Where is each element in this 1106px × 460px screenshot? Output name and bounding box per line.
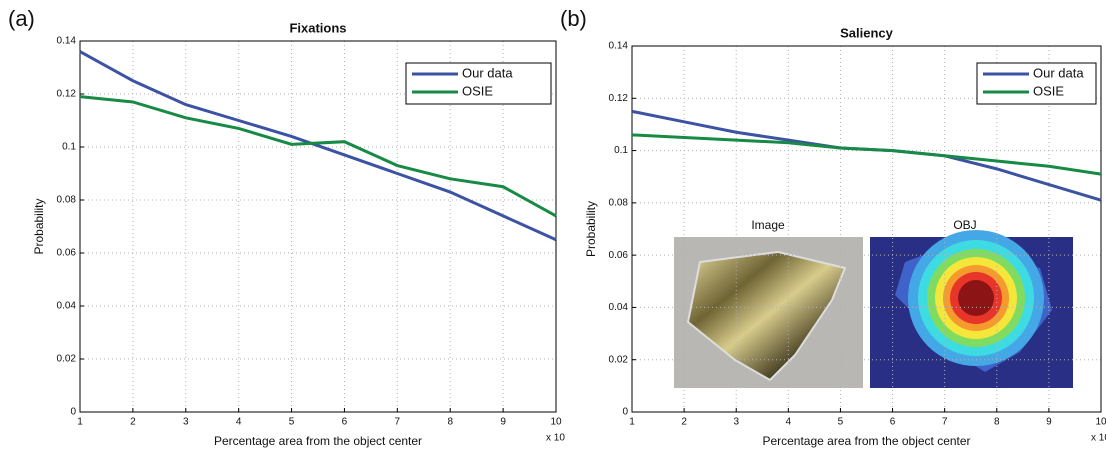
x-tick-label: 8 xyxy=(994,417,1000,428)
x-tick-label: 1 xyxy=(629,417,635,428)
x-tick-label: 5 xyxy=(289,417,295,428)
axes-frame xyxy=(631,45,1102,413)
legend: Our data OSIE xyxy=(976,62,1097,105)
y-tick-label: 0.06 xyxy=(609,250,629,261)
y-tick-label: 0.14 xyxy=(57,36,77,47)
x-tick-label: 5 xyxy=(838,417,844,428)
x-tick-label: 2 xyxy=(681,417,687,428)
y-axis-label: Probability xyxy=(32,198,46,254)
x-axis-label: Percentage area from the object center xyxy=(214,434,422,448)
inset-image xyxy=(674,237,863,388)
y-axis-label: Probability xyxy=(584,201,598,257)
x-tick-label: 3 xyxy=(733,417,739,428)
y-tick-label: 0.02 xyxy=(609,354,629,365)
x-tick-label: 3 xyxy=(183,417,189,428)
y-tick-label: 0.1 xyxy=(62,142,76,153)
x-axis-label: Percentage area from the object center xyxy=(762,434,970,448)
x-tick-label: 6 xyxy=(342,417,348,428)
subplot: (a) Fixations 0 0.02 0.04 0.06 0.08 0.1 0.12 0.14… xyxy=(8,6,565,448)
y-tick-label: 0.12 xyxy=(57,89,77,100)
x-multiplier: x 10 xyxy=(546,433,565,444)
legend: Our data OSIE xyxy=(405,62,552,105)
y-tick-label: 0.12 xyxy=(609,93,629,104)
x-tick-label: 7 xyxy=(395,417,401,428)
chart-title: Fixations xyxy=(289,20,346,35)
x-multiplier: x 10 xyxy=(1091,433,1106,444)
line-series xyxy=(79,95,557,218)
y-tick-label: 0 xyxy=(70,407,76,418)
x-tick-label: 1 xyxy=(77,417,83,428)
y-tick-label: 0 xyxy=(622,407,628,418)
x-tick-label: 9 xyxy=(500,417,506,428)
y-tick-label: 0.14 xyxy=(609,41,629,52)
panel-label: (b) xyxy=(560,6,587,31)
x-tick-label: 10 xyxy=(1095,417,1106,428)
line-series xyxy=(631,133,1102,176)
x-tick-label: 2 xyxy=(130,417,136,428)
inset-obj xyxy=(870,230,1073,388)
x-tick-label: 6 xyxy=(890,417,896,428)
legend-label: Our data xyxy=(1033,65,1084,80)
legend-label: OSIE xyxy=(462,83,493,98)
subplot: (b) Saliency 0 0.02 0.04 0.06 0.08 0.1 0.12 0.14 1… xyxy=(560,6,1106,448)
y-tick-label: 0.08 xyxy=(609,197,629,208)
y-tick-label: 0.1 xyxy=(614,145,628,156)
y-tick-label: 0.04 xyxy=(609,302,629,313)
y-tick-label: 0.06 xyxy=(57,248,77,259)
y-tick-label: 0.02 xyxy=(57,354,77,365)
legend-box xyxy=(976,62,1097,105)
chart-title: Saliency xyxy=(840,25,894,40)
x-tick-label: 10 xyxy=(550,417,562,428)
legend-label: Our data xyxy=(462,65,513,80)
axes-frame xyxy=(79,40,557,413)
y-tick-label: 0.04 xyxy=(57,301,77,312)
line-series xyxy=(79,50,557,242)
x-tick-label: 9 xyxy=(1046,417,1052,428)
x-tick-label: 7 xyxy=(942,417,948,428)
x-tick-label: 8 xyxy=(447,417,453,428)
inset-label: Image xyxy=(751,218,785,232)
x-tick-label: 4 xyxy=(786,417,792,428)
x-tick-label: 4 xyxy=(236,417,242,428)
y-tick-label: 0.08 xyxy=(57,195,77,206)
inset-label: OBJ xyxy=(953,218,976,232)
line-series xyxy=(631,109,1102,202)
panel-label: (a) xyxy=(8,6,35,31)
legend-label: OSIE xyxy=(1033,83,1064,98)
legend-box xyxy=(405,62,552,105)
